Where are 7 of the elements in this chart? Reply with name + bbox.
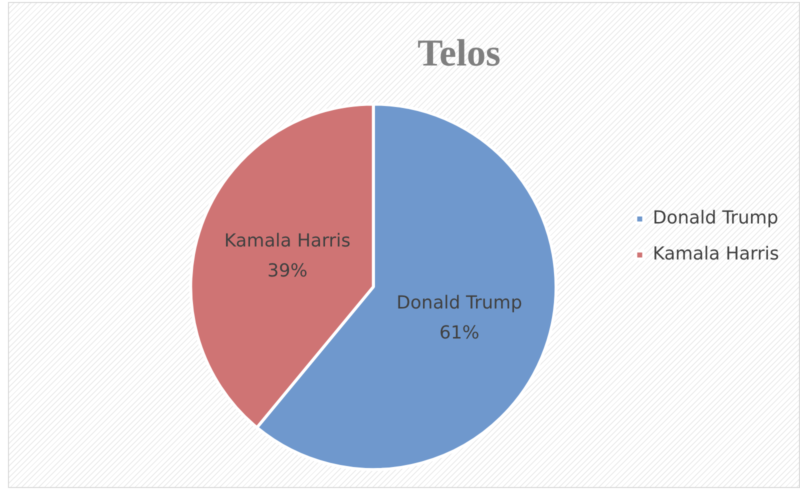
slice-label: Kamala Harris	[224, 230, 351, 252]
chart-title: Telos	[417, 32, 501, 75]
data-label: 39%	[267, 260, 308, 282]
data-label: 61%	[439, 322, 480, 344]
legend-label: Donald Trump	[652, 208, 778, 229]
legend-label: Kamala Harris	[652, 244, 779, 265]
slice-label: Donald Trump	[396, 292, 522, 314]
